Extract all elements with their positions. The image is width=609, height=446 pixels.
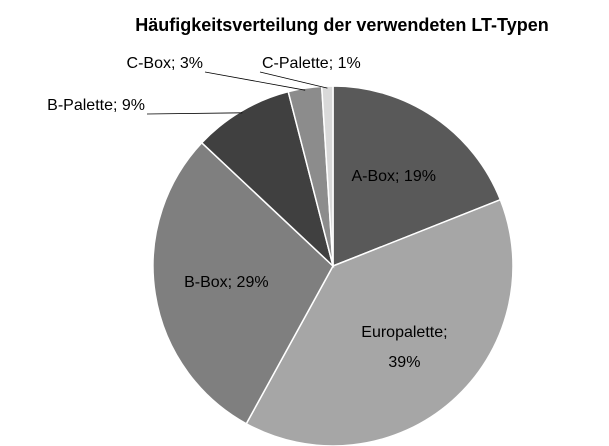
data-label: C-Palette; 1% — [262, 55, 361, 72]
leader-line — [146, 112, 243, 115]
data-label: C-Box; 3% — [127, 55, 203, 72]
leader-line — [259, 71, 328, 89]
data-label: B-Box; 29% — [184, 274, 268, 291]
pie-slice — [200, 90, 335, 269]
leader-line — [204, 71, 306, 91]
data-label: A-Box; 19% — [351, 168, 435, 185]
data-label: B-Palette; 9% — [47, 97, 145, 114]
chart-title: Häufigkeitsverteilung der verwendeten LT… — [135, 15, 548, 35]
pie-slice — [152, 141, 334, 425]
pie-slice — [245, 198, 514, 446]
pie-slice — [332, 85, 502, 268]
data-label: Europalette; 39% — [361, 324, 447, 371]
